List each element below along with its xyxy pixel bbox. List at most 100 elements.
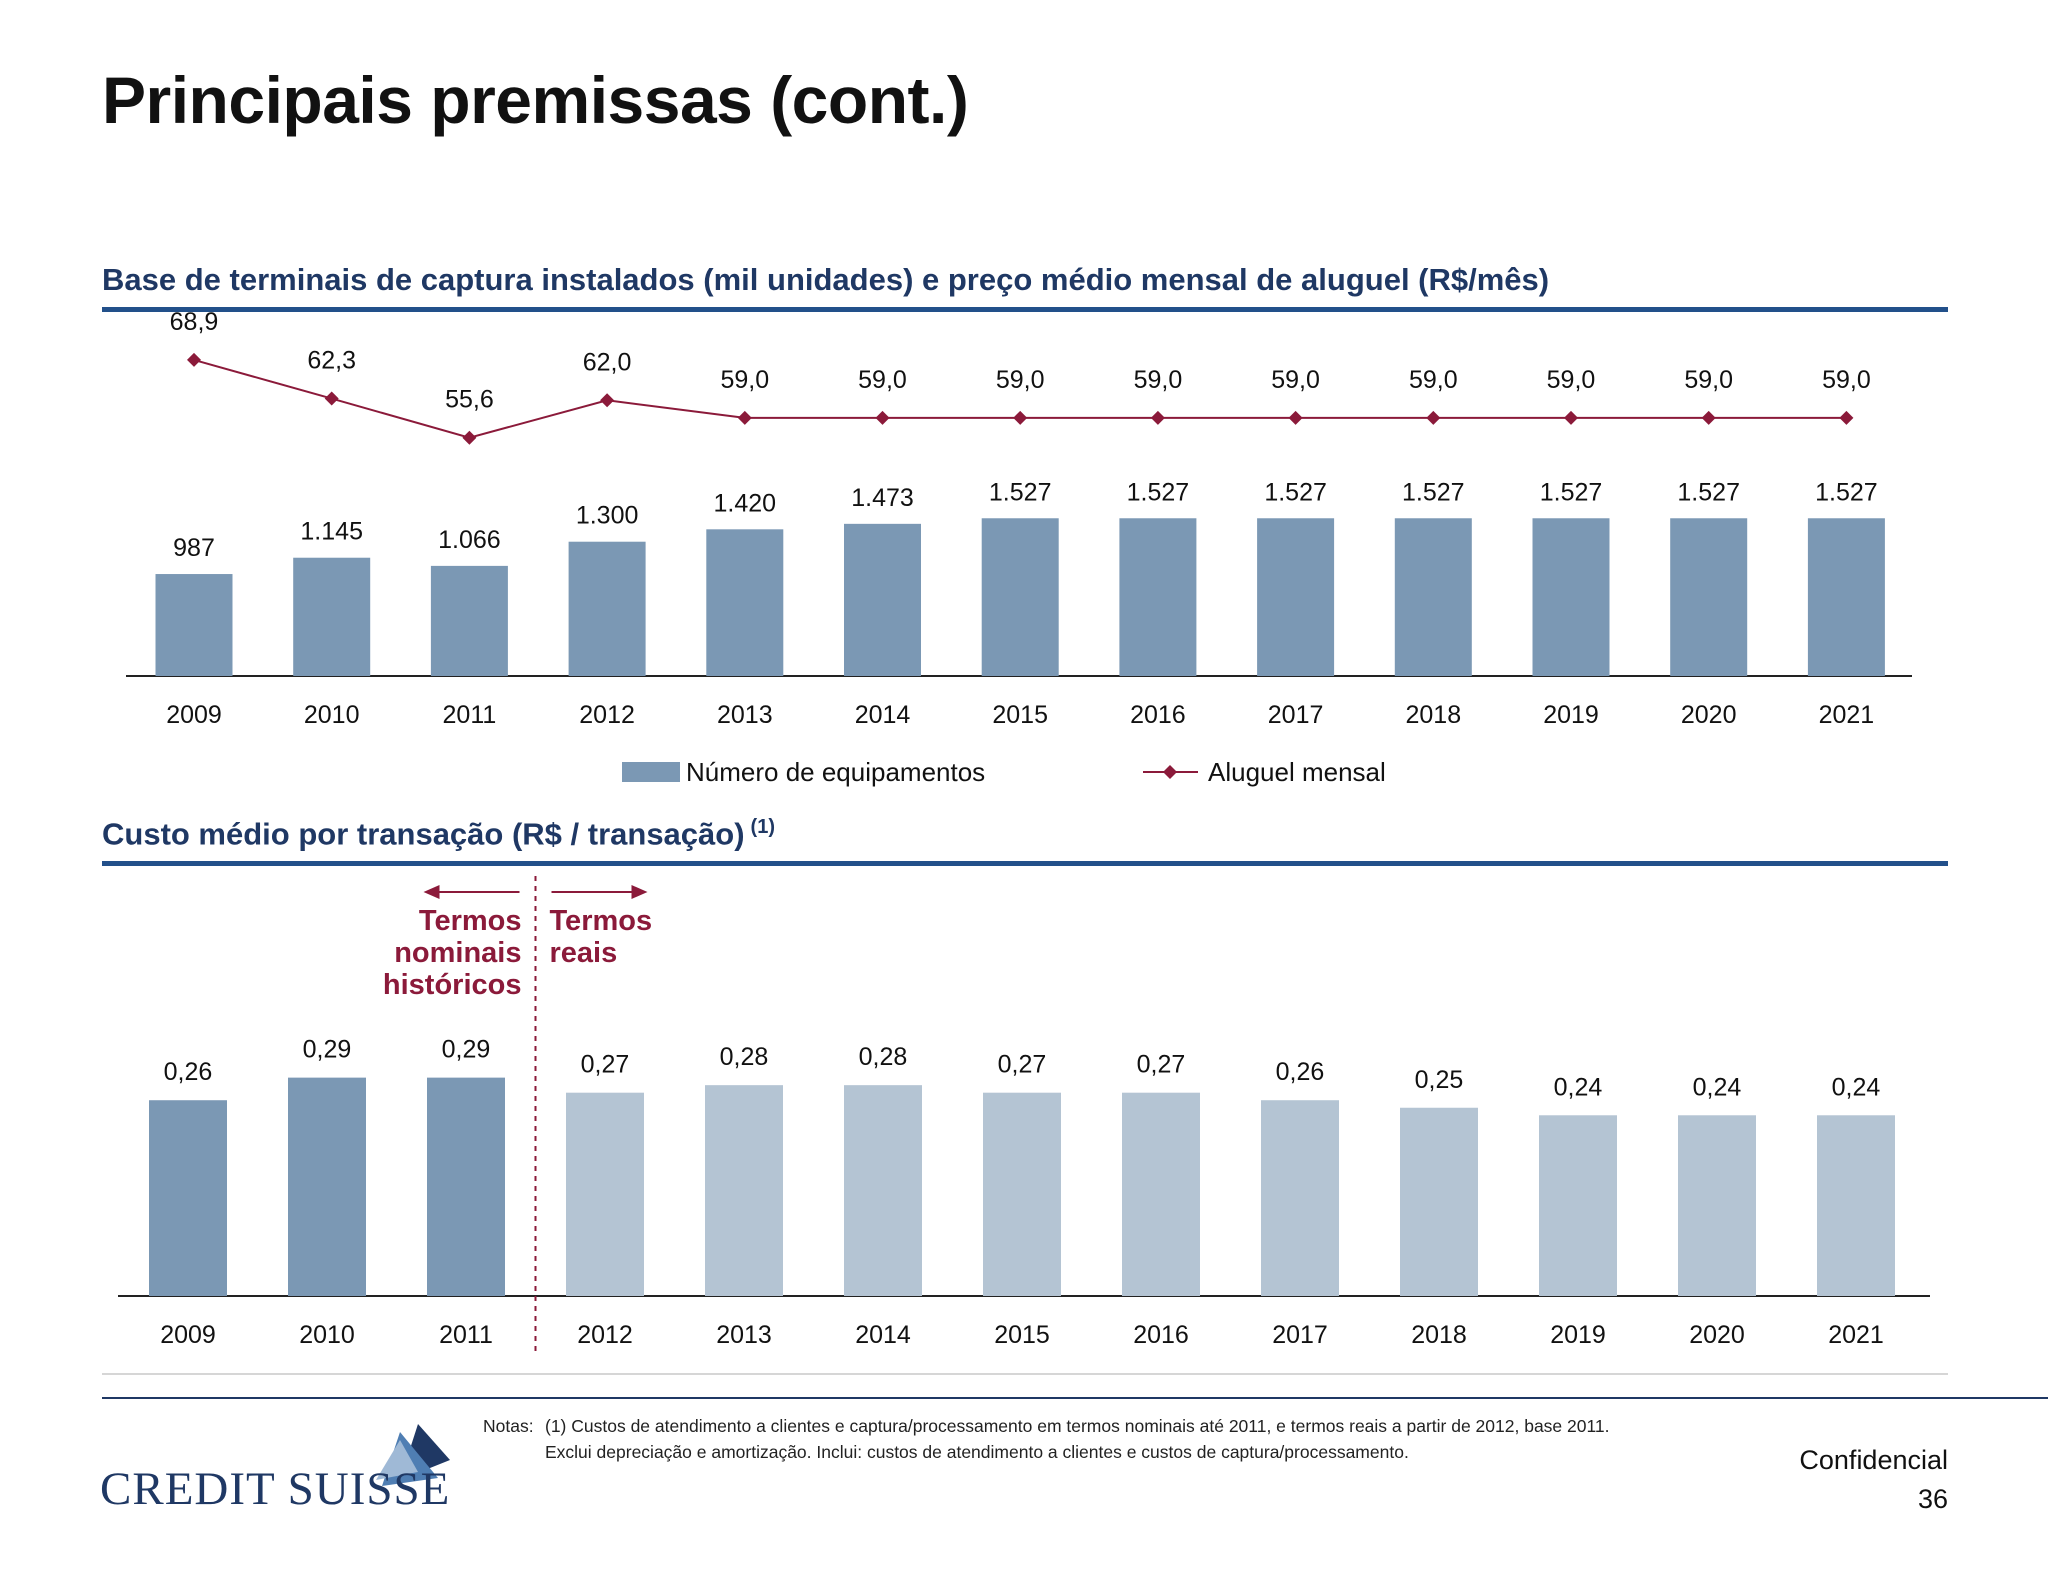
cost-label-2019: 0,24: [1554, 1073, 1603, 1101]
cost-label-2016: 0,27: [1137, 1051, 1186, 1079]
bar-2010: [293, 557, 371, 676]
notes-line2: Exclui depreciação e amortização. Inclui…: [545, 1442, 1409, 1462]
rent-label-2019: 59,0: [1547, 366, 1596, 394]
x-tick-2009: 2009: [160, 1321, 216, 1349]
rent-label-2011: 55,6: [445, 386, 494, 414]
x-tick-2015: 2015: [994, 1321, 1050, 1349]
x-tick-2012: 2012: [579, 701, 635, 729]
cost-label-2010: 0,29: [303, 1036, 352, 1064]
annotation-left-0: Termos: [419, 905, 522, 937]
notes: Notas: (1) Custos de atendimento a client…: [483, 1413, 1610, 1465]
x-tick-2018: 2018: [1411, 1321, 1467, 1349]
bar-label-2015: 1.527: [989, 478, 1052, 506]
confidential-label: Confidencial: [1799, 1445, 1948, 1475]
section2-footnote-ref: (1): [750, 816, 775, 838]
x-tick-2021: 2021: [1828, 1321, 1884, 1349]
rent-label-2021: 59,0: [1822, 366, 1871, 394]
cost-bar-2019: [1539, 1115, 1617, 1296]
rent-label-2017: 59,0: [1271, 366, 1320, 394]
cost-bar-2021: [1817, 1115, 1895, 1296]
x-tick-2021: 2021: [1819, 701, 1875, 729]
annotation-right-0: Termos: [550, 905, 653, 937]
rent-marker-2010: [324, 391, 339, 406]
x-tick-2017: 2017: [1272, 1321, 1328, 1349]
cost-label-2017: 0,26: [1276, 1058, 1325, 1086]
x-tick-2020: 2020: [1681, 701, 1737, 729]
rent-label-2018: 59,0: [1409, 366, 1458, 394]
cost-label-2013: 0,28: [720, 1043, 769, 1071]
cost-bar-2018: [1400, 1107, 1478, 1296]
cost-bar-2020: [1678, 1115, 1756, 1296]
rent-marker-2018: [1426, 410, 1441, 425]
legend-bar-label: Número de equipamentos: [686, 757, 985, 787]
bar-label-2018: 1.527: [1402, 478, 1465, 506]
rent-label-2010: 62,3: [307, 347, 356, 375]
bar-2009: [155, 574, 233, 676]
cost-per-transaction-chart: 0,26 2009 0,29 2010 0,29 2011 0,27 2012 0,28 2013…: [118, 876, 1930, 1352]
annotation-right-1: reais: [550, 937, 618, 969]
x-tick-2013: 2013: [716, 1321, 772, 1349]
annotation-left-2: históricos: [383, 969, 522, 1001]
bar-label-2016: 1.527: [1127, 478, 1190, 506]
x-tick-2013: 2013: [717, 701, 773, 729]
section1-rule: [102, 307, 1948, 312]
footer-divider: [102, 1397, 2048, 1399]
logo-text: CREDIT SUISSE: [100, 1463, 451, 1515]
rent-marker-2021: [1839, 410, 1854, 425]
bar-2017: [1257, 518, 1335, 676]
x-tick-2015: 2015: [992, 701, 1048, 729]
rent-marker-2015: [1013, 410, 1028, 425]
cost-bar-2017: [1261, 1100, 1339, 1296]
bar-2012: [568, 541, 646, 676]
rent-marker-2014: [875, 410, 890, 425]
bar-2013: [706, 529, 784, 676]
cost-bar-2012: [566, 1092, 644, 1296]
x-tick-2018: 2018: [1405, 701, 1461, 729]
x-tick-2019: 2019: [1550, 1321, 1606, 1349]
notes-label: Notas:: [483, 1416, 534, 1436]
bar-2014: [844, 523, 921, 676]
section2-title-text: Custo médio por transação (R$ / transaçã…: [102, 816, 745, 852]
rent-label-2014: 59,0: [858, 366, 907, 394]
bar-label-2014: 1.473: [851, 484, 914, 512]
rent-label-2009: 68,9: [170, 308, 219, 336]
terminals-chart: 987 2009 1.145 2010 1.066 2011 1.300 2012 1.420 2…: [126, 308, 1912, 787]
rent-marker-2020: [1701, 410, 1716, 425]
rent-label-2016: 59,0: [1134, 366, 1183, 394]
section2-rule: [102, 861, 1948, 866]
rent-label-2015: 59,0: [996, 366, 1045, 394]
cost-bar-2013: [705, 1085, 783, 1296]
bar-2015: [981, 518, 1059, 676]
rent-marker-2013: [737, 410, 752, 425]
rent-label-2020: 59,0: [1684, 366, 1733, 394]
page-number: 36: [1917, 1484, 1948, 1514]
bar-2021: [1807, 518, 1885, 676]
rent-marker-2016: [1150, 410, 1165, 425]
bar-label-2010: 1.145: [300, 518, 363, 546]
left-arrow-icon: [423, 885, 440, 899]
x-tick-2011: 2011: [439, 1321, 493, 1349]
sail-logo-icon: [376, 1424, 450, 1486]
cost-label-2015: 0,27: [998, 1051, 1047, 1079]
x-tick-2020: 2020: [1689, 1321, 1745, 1349]
rent-label-2012: 62,0: [583, 348, 632, 376]
bar-label-2017: 1.527: [1264, 478, 1327, 506]
section2-title: Custo médio por transação (R$ / transaçã…: [102, 816, 775, 852]
x-tick-2016: 2016: [1130, 701, 1186, 729]
x-tick-2010: 2010: [299, 1321, 355, 1349]
x-tick-2009: 2009: [166, 701, 222, 729]
right-arrow-icon: [631, 885, 648, 899]
bar-label-2009: 987: [173, 534, 215, 562]
bar-2018: [1394, 518, 1472, 676]
x-tick-2012: 2012: [577, 1321, 633, 1349]
rent-marker-2017: [1288, 410, 1303, 425]
cost-label-2018: 0,25: [1415, 1066, 1464, 1094]
bar-2019: [1532, 518, 1610, 676]
x-tick-2019: 2019: [1543, 701, 1599, 729]
annotation-left-1: nominais: [394, 937, 521, 969]
notes-line1: (1) Custos de atendimento a clientes e c…: [545, 1416, 1610, 1436]
rent-marker-2019: [1564, 410, 1578, 425]
x-tick-2014: 2014: [855, 701, 911, 729]
footer-gray-divider: [102, 1373, 1948, 1375]
cost-bar-2014: [844, 1085, 922, 1296]
